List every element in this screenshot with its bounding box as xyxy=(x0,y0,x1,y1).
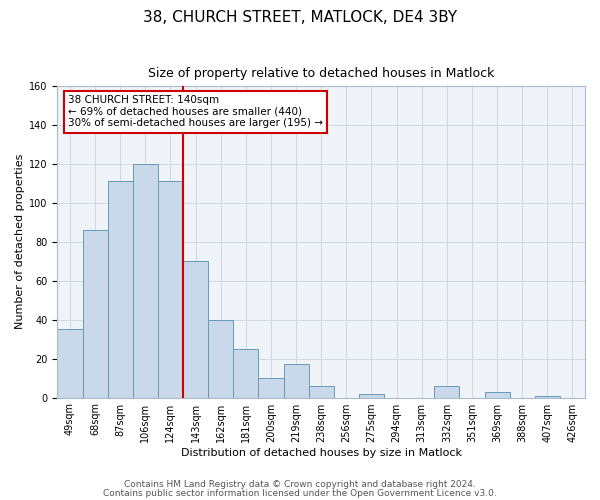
Bar xyxy=(284,364,308,398)
Bar xyxy=(434,386,460,398)
Text: 38, CHURCH STREET, MATLOCK, DE4 3BY: 38, CHURCH STREET, MATLOCK, DE4 3BY xyxy=(143,10,457,25)
Bar xyxy=(359,394,384,398)
Bar xyxy=(133,164,158,398)
Title: Size of property relative to detached houses in Matlock: Size of property relative to detached ho… xyxy=(148,68,494,80)
Bar xyxy=(107,182,133,398)
Bar xyxy=(485,392,509,398)
X-axis label: Distribution of detached houses by size in Matlock: Distribution of detached houses by size … xyxy=(181,448,461,458)
Bar xyxy=(158,182,183,398)
Bar xyxy=(208,320,233,398)
Bar xyxy=(58,330,83,398)
Bar xyxy=(233,349,259,398)
Text: Contains public sector information licensed under the Open Government Licence v3: Contains public sector information licen… xyxy=(103,489,497,498)
Text: 38 CHURCH STREET: 140sqm
← 69% of detached houses are smaller (440)
30% of semi-: 38 CHURCH STREET: 140sqm ← 69% of detach… xyxy=(68,95,323,128)
Bar xyxy=(259,378,284,398)
Bar xyxy=(535,396,560,398)
Text: Contains HM Land Registry data © Crown copyright and database right 2024.: Contains HM Land Registry data © Crown c… xyxy=(124,480,476,489)
Bar xyxy=(83,230,107,398)
Y-axis label: Number of detached properties: Number of detached properties xyxy=(15,154,25,330)
Bar xyxy=(308,386,334,398)
Bar xyxy=(183,261,208,398)
